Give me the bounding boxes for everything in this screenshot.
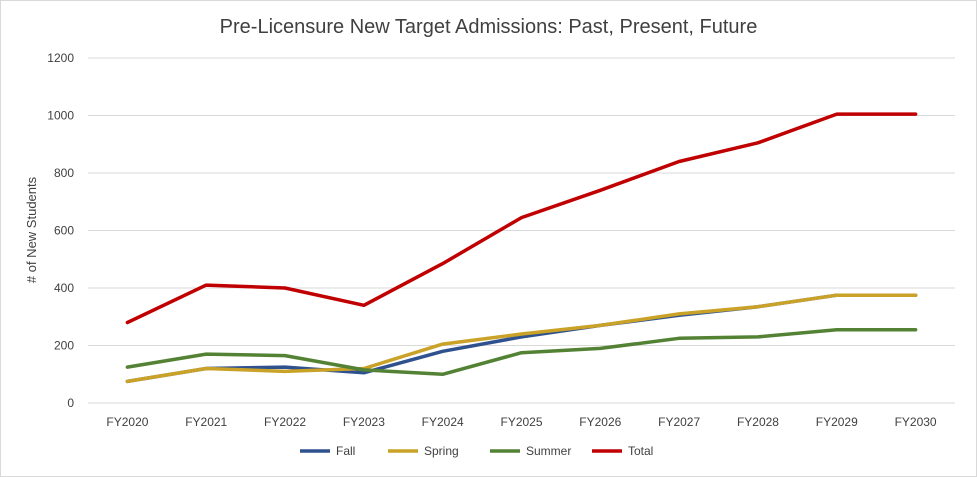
x-tick-label: FY2022 [264,415,306,429]
legend-label: Spring [424,444,459,458]
x-tick-label: FY2027 [658,415,700,429]
y-tick-label: 1000 [47,109,74,123]
gridlines [88,57,955,404]
y-tick-label: 800 [54,166,74,180]
series-lines [125,112,918,384]
series-line-summer [125,327,918,377]
y-tick-label: 1200 [47,51,74,65]
x-tick-label: FY2030 [895,415,937,429]
x-tick-label: FY2020 [106,415,148,429]
y-axis-label: # of New Students [24,176,39,283]
series-line-spring [125,293,918,384]
y-tick-label: 600 [54,224,74,238]
legend-item-total: Total [592,444,653,458]
x-axis-ticks: FY2020 FY2021 FY2022 FY2023 FY2024 FY2025 FY20… [106,415,937,429]
x-tick-label: FY2021 [185,415,227,429]
x-tick-label: FY2028 [737,415,779,429]
legend-item-fall: Fall [300,444,355,458]
x-tick-label: FY2024 [422,415,464,429]
legend: Fall Spring Summer Total [300,444,653,458]
x-tick-label: FY2023 [343,415,385,429]
x-tick-label: FY2025 [500,415,542,429]
legend-item-summer: Summer [490,444,571,458]
series-line-total [125,112,918,325]
y-tick-label: 0 [67,396,74,410]
legend-label: Fall [336,444,355,458]
legend-item-spring: Spring [388,444,459,458]
legend-label: Total [628,444,653,458]
x-tick-label: FY2026 [579,415,621,429]
y-axis-ticks: 0 200 400 600 800 1000 1200 [47,51,74,410]
x-tick-label: FY2029 [816,415,858,429]
y-tick-label: 400 [54,281,74,295]
y-tick-label: 200 [54,339,74,353]
chart-title: Pre-Licensure New Target Admissions: Pas… [219,16,758,38]
legend-label: Summer [526,444,571,458]
